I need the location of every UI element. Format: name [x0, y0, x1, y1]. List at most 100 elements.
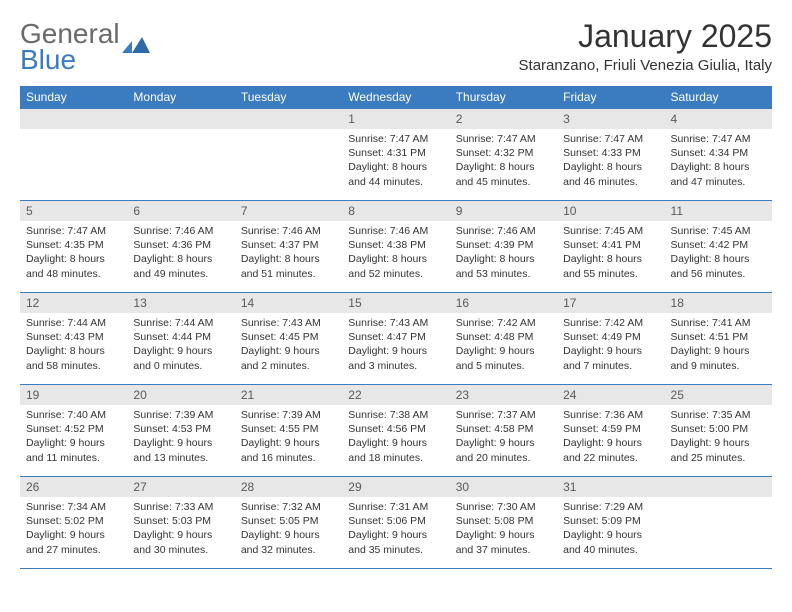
- calendar-cell: 17Sunrise: 7:42 AMSunset: 4:49 PMDayligh…: [557, 293, 664, 385]
- day-content: Sunrise: 7:31 AMSunset: 5:06 PMDaylight:…: [342, 497, 449, 563]
- calendar-cell: [665, 477, 772, 569]
- day-number: 1: [342, 109, 449, 129]
- day-number: 11: [665, 201, 772, 221]
- day-content: Sunrise: 7:47 AMSunset: 4:32 PMDaylight:…: [450, 129, 557, 195]
- calendar-cell: 22Sunrise: 7:38 AMSunset: 4:56 PMDayligh…: [342, 385, 449, 477]
- calendar-cell: 8Sunrise: 7:46 AMSunset: 4:38 PMDaylight…: [342, 201, 449, 293]
- day-content: Sunrise: 7:36 AMSunset: 4:59 PMDaylight:…: [557, 405, 664, 471]
- weekday-header-row: Sunday Monday Tuesday Wednesday Thursday…: [20, 86, 772, 109]
- day-number: 4: [665, 109, 772, 129]
- calendar-cell: 30Sunrise: 7:30 AMSunset: 5:08 PMDayligh…: [450, 477, 557, 569]
- day-number: 12: [20, 293, 127, 313]
- day-number: 13: [127, 293, 234, 313]
- day-content: Sunrise: 7:32 AMSunset: 5:05 PMDaylight:…: [235, 497, 342, 563]
- day-number: 15: [342, 293, 449, 313]
- calendar-cell: 11Sunrise: 7:45 AMSunset: 4:42 PMDayligh…: [665, 201, 772, 293]
- calendar-cell: 7Sunrise: 7:46 AMSunset: 4:37 PMDaylight…: [235, 201, 342, 293]
- logo: GeneralBlue: [20, 18, 152, 76]
- weekday-thursday: Thursday: [450, 86, 557, 109]
- location: Staranzano, Friuli Venezia Giulia, Italy: [519, 57, 772, 74]
- calendar-cell: 21Sunrise: 7:39 AMSunset: 4:55 PMDayligh…: [235, 385, 342, 477]
- day-number: 28: [235, 477, 342, 497]
- day-content: Sunrise: 7:46 AMSunset: 4:38 PMDaylight:…: [342, 221, 449, 287]
- calendar-cell: 5Sunrise: 7:47 AMSunset: 4:35 PMDaylight…: [20, 201, 127, 293]
- day-content: Sunrise: 7:46 AMSunset: 4:37 PMDaylight:…: [235, 221, 342, 287]
- day-content: Sunrise: 7:43 AMSunset: 4:45 PMDaylight:…: [235, 313, 342, 379]
- day-number-empty: [665, 477, 772, 497]
- day-content: Sunrise: 7:42 AMSunset: 4:49 PMDaylight:…: [557, 313, 664, 379]
- day-content: Sunrise: 7:34 AMSunset: 5:02 PMDaylight:…: [20, 497, 127, 563]
- calendar-cell: 6Sunrise: 7:46 AMSunset: 4:36 PMDaylight…: [127, 201, 234, 293]
- day-number-empty: [127, 109, 234, 129]
- day-number: 23: [450, 385, 557, 405]
- calendar-cell: 23Sunrise: 7:37 AMSunset: 4:58 PMDayligh…: [450, 385, 557, 477]
- day-number: 8: [342, 201, 449, 221]
- calendar-cell: 25Sunrise: 7:35 AMSunset: 5:00 PMDayligh…: [665, 385, 772, 477]
- day-content: Sunrise: 7:44 AMSunset: 4:44 PMDaylight:…: [127, 313, 234, 379]
- day-number: 2: [450, 109, 557, 129]
- calendar-row: 19Sunrise: 7:40 AMSunset: 4:52 PMDayligh…: [20, 385, 772, 477]
- calendar-cell: 2Sunrise: 7:47 AMSunset: 4:32 PMDaylight…: [450, 109, 557, 201]
- calendar-cell: 29Sunrise: 7:31 AMSunset: 5:06 PMDayligh…: [342, 477, 449, 569]
- day-number: 7: [235, 201, 342, 221]
- title-block: January 2025 Staranzano, Friuli Venezia …: [519, 18, 772, 74]
- calendar-cell: 28Sunrise: 7:32 AMSunset: 5:05 PMDayligh…: [235, 477, 342, 569]
- day-content: Sunrise: 7:29 AMSunset: 5:09 PMDaylight:…: [557, 497, 664, 563]
- day-number: 5: [20, 201, 127, 221]
- calendar-cell: [20, 109, 127, 201]
- calendar-cell: 4Sunrise: 7:47 AMSunset: 4:34 PMDaylight…: [665, 109, 772, 201]
- day-number: 27: [127, 477, 234, 497]
- day-number: 18: [665, 293, 772, 313]
- calendar-cell: 19Sunrise: 7:40 AMSunset: 4:52 PMDayligh…: [20, 385, 127, 477]
- calendar-cell: 15Sunrise: 7:43 AMSunset: 4:47 PMDayligh…: [342, 293, 449, 385]
- calendar-row: 12Sunrise: 7:44 AMSunset: 4:43 PMDayligh…: [20, 293, 772, 385]
- day-content: Sunrise: 7:45 AMSunset: 4:41 PMDaylight:…: [557, 221, 664, 287]
- weekday-wednesday: Wednesday: [342, 86, 449, 109]
- day-content: Sunrise: 7:37 AMSunset: 4:58 PMDaylight:…: [450, 405, 557, 471]
- day-content: Sunrise: 7:39 AMSunset: 4:53 PMDaylight:…: [127, 405, 234, 471]
- day-number: 22: [342, 385, 449, 405]
- calendar-cell: [235, 109, 342, 201]
- day-content: Sunrise: 7:46 AMSunset: 4:39 PMDaylight:…: [450, 221, 557, 287]
- month-title: January 2025: [519, 18, 772, 55]
- calendar-row: 1Sunrise: 7:47 AMSunset: 4:31 PMDaylight…: [20, 109, 772, 201]
- header: GeneralBlue January 2025 Staranzano, Fri…: [20, 18, 772, 76]
- day-number: 26: [20, 477, 127, 497]
- calendar-cell: 3Sunrise: 7:47 AMSunset: 4:33 PMDaylight…: [557, 109, 664, 201]
- day-number: 25: [665, 385, 772, 405]
- day-number: 30: [450, 477, 557, 497]
- day-content: Sunrise: 7:43 AMSunset: 4:47 PMDaylight:…: [342, 313, 449, 379]
- logo-icon: [122, 30, 152, 50]
- day-content: Sunrise: 7:33 AMSunset: 5:03 PMDaylight:…: [127, 497, 234, 563]
- day-number: 19: [20, 385, 127, 405]
- day-content: Sunrise: 7:47 AMSunset: 4:33 PMDaylight:…: [557, 129, 664, 195]
- calendar-cell: 9Sunrise: 7:46 AMSunset: 4:39 PMDaylight…: [450, 201, 557, 293]
- day-content: Sunrise: 7:47 AMSunset: 4:34 PMDaylight:…: [665, 129, 772, 195]
- calendar-cell: 1Sunrise: 7:47 AMSunset: 4:31 PMDaylight…: [342, 109, 449, 201]
- day-content: Sunrise: 7:47 AMSunset: 4:31 PMDaylight:…: [342, 129, 449, 195]
- day-number: 10: [557, 201, 664, 221]
- day-number: 14: [235, 293, 342, 313]
- day-number: 21: [235, 385, 342, 405]
- day-number-empty: [235, 109, 342, 129]
- day-number-empty: [20, 109, 127, 129]
- day-content: Sunrise: 7:45 AMSunset: 4:42 PMDaylight:…: [665, 221, 772, 287]
- calendar-cell: 31Sunrise: 7:29 AMSunset: 5:09 PMDayligh…: [557, 477, 664, 569]
- day-content: Sunrise: 7:41 AMSunset: 4:51 PMDaylight:…: [665, 313, 772, 379]
- calendar-cell: 14Sunrise: 7:43 AMSunset: 4:45 PMDayligh…: [235, 293, 342, 385]
- day-number: 16: [450, 293, 557, 313]
- calendar-cell: 16Sunrise: 7:42 AMSunset: 4:48 PMDayligh…: [450, 293, 557, 385]
- calendar-cell: 20Sunrise: 7:39 AMSunset: 4:53 PMDayligh…: [127, 385, 234, 477]
- day-content: Sunrise: 7:44 AMSunset: 4:43 PMDaylight:…: [20, 313, 127, 379]
- calendar-cell: 10Sunrise: 7:45 AMSunset: 4:41 PMDayligh…: [557, 201, 664, 293]
- day-content: Sunrise: 7:47 AMSunset: 4:35 PMDaylight:…: [20, 221, 127, 287]
- calendar-body: 1Sunrise: 7:47 AMSunset: 4:31 PMDaylight…: [20, 109, 772, 569]
- day-number: 6: [127, 201, 234, 221]
- calendar-cell: 12Sunrise: 7:44 AMSunset: 4:43 PMDayligh…: [20, 293, 127, 385]
- weekday-saturday: Saturday: [665, 86, 772, 109]
- calendar-cell: [127, 109, 234, 201]
- calendar-table: Sunday Monday Tuesday Wednesday Thursday…: [20, 86, 772, 569]
- weekday-sunday: Sunday: [20, 86, 127, 109]
- calendar-row: 5Sunrise: 7:47 AMSunset: 4:35 PMDaylight…: [20, 201, 772, 293]
- day-content: Sunrise: 7:38 AMSunset: 4:56 PMDaylight:…: [342, 405, 449, 471]
